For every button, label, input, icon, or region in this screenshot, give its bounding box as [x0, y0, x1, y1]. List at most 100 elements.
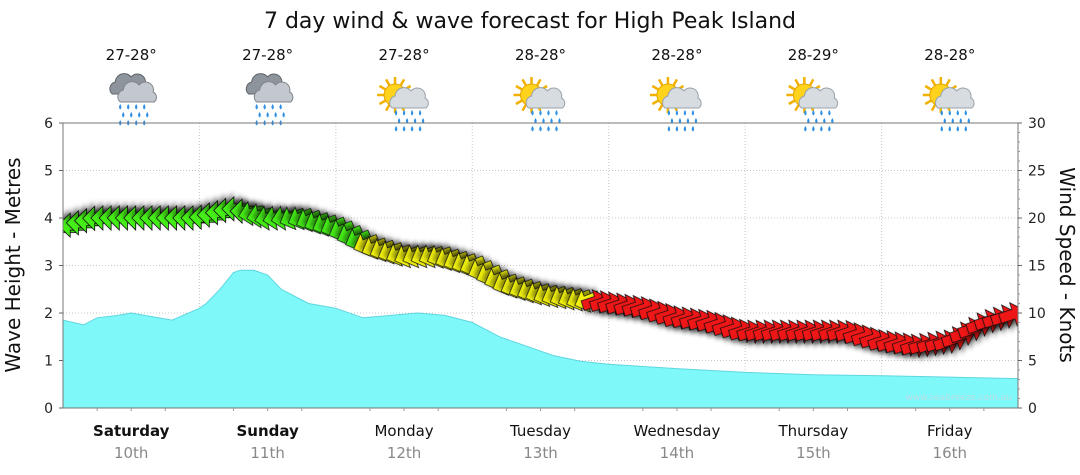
- day-date-label: 12th: [387, 444, 421, 462]
- rain-drop: [956, 110, 960, 116]
- cloud-shape: [525, 87, 566, 109]
- rain-drop: [820, 110, 823, 116]
- sun-shower-icon: [786, 77, 839, 132]
- right-axis-title: Wind Speed - Knots: [1055, 167, 1079, 363]
- sun-ray: [945, 78, 951, 87]
- rain-drop: [405, 118, 409, 124]
- sun-ray: [930, 78, 937, 87]
- right-tick-label: 25: [1028, 164, 1046, 180]
- day-labels: Saturday 10th Sunday 11th Monday 12th Tuesday 1…: [93, 422, 973, 462]
- rain-drop: [413, 118, 417, 124]
- rain-drop: [675, 110, 679, 116]
- day-temp-label: 27-28°: [106, 46, 157, 64]
- left-tick-label: 3: [44, 259, 53, 275]
- rain-drop: [282, 112, 285, 118]
- rain-cloud-icon: [245, 73, 294, 126]
- rain-drop: [118, 104, 122, 110]
- sun-ray: [672, 78, 679, 87]
- rain-drop: [410, 126, 414, 132]
- rain-drop: [279, 104, 282, 110]
- rain-drop: [539, 126, 542, 132]
- rain-drop: [394, 126, 398, 132]
- sun-ray: [794, 78, 800, 87]
- day-temp-label: 28-28°: [924, 46, 975, 64]
- day-date-label: 10th: [114, 444, 148, 462]
- sun-ray: [651, 84, 660, 91]
- sun-ray: [515, 84, 523, 91]
- rain-drop: [691, 126, 695, 132]
- right-tick-label: 15: [1028, 259, 1046, 275]
- sun-ray: [535, 78, 542, 87]
- sun-ray: [521, 78, 528, 87]
- sun-ray: [794, 103, 800, 112]
- right-tick-label: 10: [1028, 306, 1046, 322]
- sun-ray: [515, 99, 523, 106]
- rain-drop: [418, 126, 422, 132]
- weather-row: 27-28° 27-28° 27-28° 28-28° 28-28° 28-29° 28-2…: [106, 46, 975, 132]
- rain-drop: [121, 112, 125, 118]
- day-temp-label: 28-28°: [651, 46, 702, 64]
- day-date-label: 13th: [523, 444, 557, 462]
- rain-drop: [142, 104, 146, 110]
- day-name-label: Wednesday: [634, 422, 721, 440]
- left-tick-label: 1: [44, 354, 53, 370]
- cloud-shape: [117, 81, 157, 103]
- rain-drop: [804, 126, 807, 132]
- rain-drop: [266, 112, 269, 118]
- sun-ray: [657, 78, 664, 87]
- sun-ray: [788, 99, 796, 106]
- cloud-shape: [253, 81, 294, 103]
- sun-ray: [384, 103, 391, 112]
- sun-shower-icon: [649, 77, 702, 132]
- sun-shower-icon: [377, 77, 429, 132]
- rain-drop: [683, 126, 687, 132]
- rain-cloud-icon: [109, 73, 157, 126]
- sun-ray: [808, 78, 815, 87]
- sun-shower-icon: [922, 77, 975, 132]
- rain-drop: [397, 118, 401, 124]
- rain-drop: [550, 118, 553, 124]
- day-name-label: Friday: [927, 422, 973, 440]
- rain-drop: [967, 118, 971, 124]
- rain-drop: [402, 126, 406, 132]
- rain-drop: [943, 118, 947, 124]
- left-axis-title: Wave Height - Metres: [1, 157, 25, 372]
- rain-drop: [694, 118, 698, 124]
- rain-drop: [263, 104, 266, 110]
- rain-drop: [667, 110, 671, 116]
- rain-drop: [667, 126, 671, 132]
- rain-drop: [807, 118, 810, 124]
- sun-ray: [788, 84, 796, 91]
- left-tick-label: 5: [44, 164, 53, 180]
- cloud-shape: [389, 87, 429, 109]
- rain-drop: [547, 126, 550, 132]
- rain-drop: [421, 118, 425, 124]
- day-temp-label: 27-28°: [242, 46, 293, 64]
- rain-drop: [547, 110, 550, 116]
- right-tick-label: 20: [1028, 211, 1046, 227]
- day-name-label: Thursday: [777, 422, 848, 440]
- right-tick-label: 0: [1028, 401, 1037, 417]
- right-tick-label: 5: [1028, 354, 1037, 370]
- wave-height-area: [63, 269, 1018, 408]
- day-name-label: Monday: [374, 422, 433, 440]
- rain-drop: [274, 112, 277, 118]
- rain-drop: [828, 126, 831, 132]
- sun-ray: [924, 84, 932, 91]
- sun-ray: [378, 99, 387, 106]
- right-tick-label: 30: [1028, 116, 1046, 132]
- rain-drop: [539, 110, 542, 116]
- rain-drop: [258, 112, 261, 118]
- rain-drop: [964, 126, 968, 132]
- credit-text: www.seabreeze.com.au: [905, 393, 1012, 403]
- day-name-label: Tuesday: [509, 422, 571, 440]
- wind-arrow: [998, 301, 1018, 327]
- rain-drop: [271, 104, 274, 110]
- left-tick-label: 4: [44, 211, 53, 227]
- rain-drop: [558, 118, 561, 124]
- rain-drop: [531, 110, 534, 116]
- rain-drop: [129, 112, 133, 118]
- left-tick-label: 6: [44, 116, 53, 132]
- sun-ray: [651, 99, 660, 106]
